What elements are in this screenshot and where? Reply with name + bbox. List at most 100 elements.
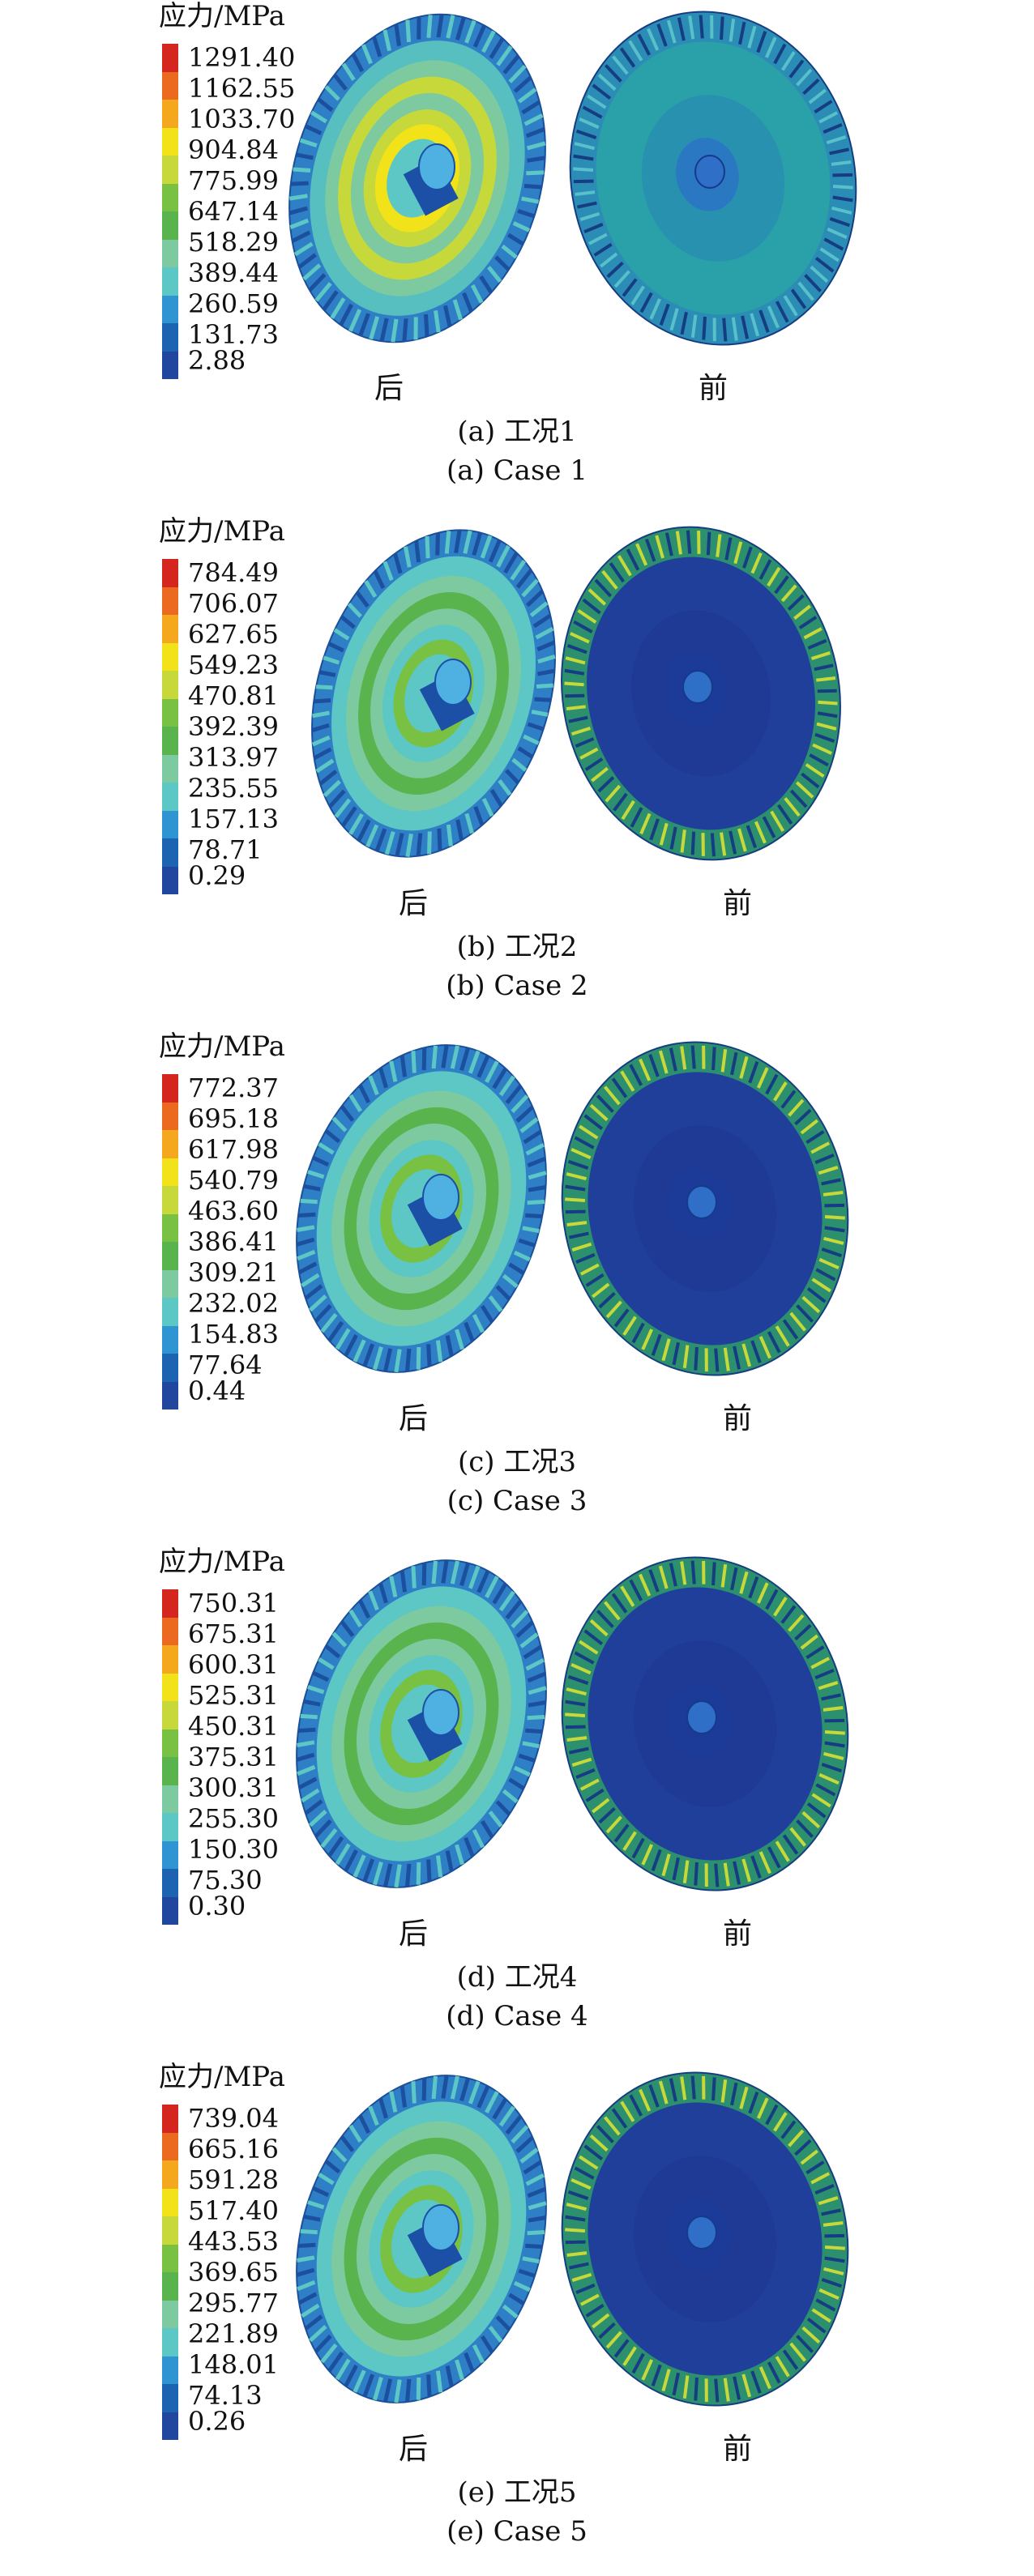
- legend-swatch: [162, 1213, 178, 1243]
- label-back: 后: [374, 372, 404, 405]
- legend-label: 600.31: [188, 1649, 279, 1680]
- legend-swatch: [162, 295, 178, 324]
- legend-swatch: [162, 1354, 178, 1382]
- legend-label: 131.73: [188, 319, 279, 350]
- disc-back-view: [296, 1044, 547, 1373]
- legend-label: 739.04: [188, 2103, 279, 2134]
- legend-swatch: [162, 127, 178, 156]
- legend-label: 1033.70: [188, 104, 296, 134]
- legend-swatch: [162, 239, 178, 268]
- caption-cn: (b) 工况2: [456, 931, 578, 963]
- legend-swatch: [162, 100, 178, 128]
- legend-swatch: [162, 1869, 178, 1897]
- legend-title: 应力/MPa: [159, 515, 285, 548]
- legend-swatch: [162, 1673, 178, 1702]
- disc-back-view: [296, 2075, 547, 2403]
- legend-label: 443.53: [188, 2226, 279, 2257]
- legend-swatch: [162, 2188, 178, 2217]
- panel-c: 应力/MPa 772.37 695.18 617.98 540.79 463.6…: [0, 1030, 1034, 1546]
- legend-label: 904.84: [188, 134, 279, 165]
- caption-cn: (a) 工况1: [457, 416, 577, 448]
- label-back: 后: [398, 887, 429, 920]
- disc-back-view: [311, 529, 556, 858]
- panel-d: 应力/MPa 750.31 675.31 600.31 525.31 450.3…: [0, 1546, 1034, 2061]
- legend-colorbar: [162, 1589, 178, 1926]
- legend-label: 695.18: [188, 1103, 279, 1134]
- legend-label: 235.55: [188, 773, 279, 804]
- caption-en: (d) Case 4: [446, 2000, 588, 2032]
- legend-swatch: [162, 1617, 178, 1646]
- legend-swatch: [162, 156, 178, 184]
- legend-swatch: [162, 1269, 178, 1299]
- legend-title: 应力/MPa: [159, 1546, 285, 1578]
- panel-b: 应力/MPa 784.49 706.07 627.65 549.23 470.8…: [0, 515, 1034, 1030]
- legend-label: 75.30: [188, 1865, 263, 1896]
- legend-swatch: [162, 1158, 178, 1187]
- legend-swatch: [162, 671, 178, 699]
- legend-swatch: [162, 559, 178, 587]
- legend-label: 313.97: [188, 742, 279, 773]
- legend-label: 617.98: [188, 1134, 279, 1165]
- legend-swatch: [162, 1729, 178, 1758]
- legend-label: 0.29: [188, 860, 246, 891]
- legend-swatch: [162, 267, 178, 296]
- label-front: 前: [722, 2433, 753, 2466]
- legend-swatch: [162, 866, 178, 895]
- disc-front-view: [561, 1041, 849, 1376]
- legend-swatch: [162, 1298, 178, 1326]
- legend-swatch: [162, 586, 178, 616]
- legend-label: 369.65: [188, 2257, 279, 2288]
- legend-label: 77.64: [188, 1350, 263, 1380]
- legend-label: 309.21: [188, 1257, 279, 1288]
- legend-swatch: [162, 1325, 178, 1354]
- disc-back-view: [288, 13, 546, 343]
- legend-swatch: [162, 1074, 178, 1102]
- legend-label: 591.28: [188, 2164, 279, 2195]
- disc-back-view: [296, 1559, 547, 1888]
- legend-label: 300.31: [188, 1772, 279, 1803]
- legend-swatch: [162, 615, 178, 643]
- legend-label: 221.89: [188, 2318, 279, 2349]
- legend-label: 154.83: [188, 1319, 279, 1350]
- legend-label: 675.31: [188, 1619, 279, 1649]
- legend-title: 应力/MPa: [159, 2061, 285, 2093]
- legend-label: 150.30: [188, 1834, 279, 1865]
- legend-colorbar: [162, 44, 178, 380]
- legend-label: 470.81: [188, 680, 279, 711]
- disc-front-view: [561, 526, 841, 861]
- legend-swatch: [162, 2328, 178, 2356]
- legend-swatch: [162, 727, 178, 755]
- caption-en: (a) Case 1: [446, 454, 588, 487]
- legend-label: 525.31: [188, 1680, 279, 1711]
- legend-swatch: [162, 1645, 178, 1674]
- legend-label: 78.71: [188, 834, 263, 865]
- legend-label: 450.31: [188, 1711, 279, 1742]
- legend-swatch: [162, 1589, 178, 1618]
- legend-colorbar: [162, 2105, 178, 2441]
- legend-swatch: [162, 1896, 178, 1926]
- label-front: 前: [722, 887, 753, 920]
- legend-swatch: [162, 1102, 178, 1131]
- legend-swatch: [162, 1785, 178, 1814]
- caption-cn: (e) 工况5: [457, 2476, 577, 2509]
- legend-label: 74.13: [188, 2380, 263, 2411]
- legend-label: 540.79: [188, 1165, 279, 1196]
- legend-swatch: [162, 1840, 178, 1870]
- legend-label: 463.60: [188, 1196, 279, 1226]
- legend-swatch: [162, 1813, 178, 1841]
- legend-label: 232.02: [188, 1288, 279, 1319]
- legend-swatch: [162, 838, 178, 867]
- legend-swatch: [162, 323, 178, 352]
- legend-label: 1162.55: [188, 73, 296, 104]
- legend-swatch: [162, 2272, 178, 2301]
- legend-label: 157.13: [188, 804, 279, 834]
- legend-label: 627.65: [188, 619, 279, 650]
- legend-swatch: [162, 642, 178, 672]
- legend-swatch: [162, 1242, 178, 1270]
- legend-swatch: [162, 44, 178, 72]
- panel-a: 应力/MPa 1291.40 1162.55 1033.70 904.84 77…: [0, 0, 1034, 515]
- label-front: 前: [698, 372, 728, 405]
- legend-label: 706.07: [188, 588, 279, 619]
- panel-e: 应力/MPa 739.04 665.16 591.28 517.40 443.5…: [0, 2061, 1034, 2576]
- legend-label: 0.26: [188, 2406, 246, 2437]
